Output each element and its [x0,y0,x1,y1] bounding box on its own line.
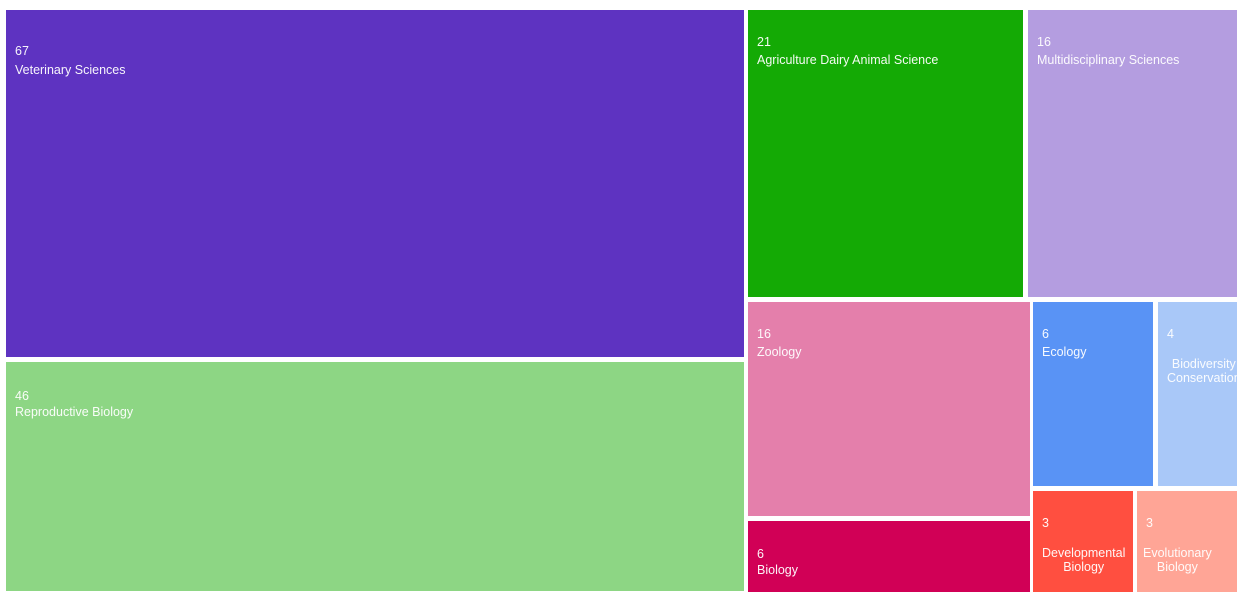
tile-label: Biodiversity Conservation [1167,357,1237,385]
tile-value: 16 [1037,35,1051,49]
tile-value: 6 [757,547,764,561]
treemap-tile[interactable]: 21 Agriculture Dairy Animal Science [748,10,1023,297]
treemap-tile[interactable]: 3 Developmental Biology [1033,491,1133,592]
tile-label: Multidisciplinary Sciences [1037,53,1180,67]
treemap-tile[interactable]: 16 Multidisciplinary Sciences [1028,10,1237,297]
tile-value: 67 [15,44,29,58]
tile-label: Developmental Biology [1042,546,1126,574]
treemap-tile[interactable]: 16 Zoology [748,302,1030,516]
tile-value: 21 [757,35,771,49]
tile-value: 46 [15,389,29,403]
tile-value: 3 [1042,516,1049,530]
treemap-tile[interactable]: 3 Evolutionary Biology [1137,491,1237,592]
tile-label: Agriculture Dairy Animal Science [757,53,939,67]
treemap-tile[interactable]: 67 Veterinary Sciences [6,10,744,357]
treemap-tile[interactable]: 6 Biology [748,521,1030,592]
tile-label: Evolutionary Biology [1143,546,1212,574]
tile-label: Ecology [1042,345,1087,359]
tile-label: Zoology [757,345,802,359]
treemap-tile[interactable]: 6 Ecology [1033,302,1153,486]
tile-label: Biology [757,563,798,577]
tile-value: 6 [1042,327,1049,341]
tile-value: 4 [1167,327,1174,341]
tile-label: Reproductive Biology [15,405,134,419]
tile-label: Veterinary Sciences [15,63,126,77]
tile-value: 3 [1146,516,1153,530]
treemap-tile[interactable]: 4 Biodiversity Conservation [1158,302,1237,486]
treemap-tile[interactable]: 46 Reproductive Biology [6,362,744,591]
tile-value: 16 [757,327,771,341]
